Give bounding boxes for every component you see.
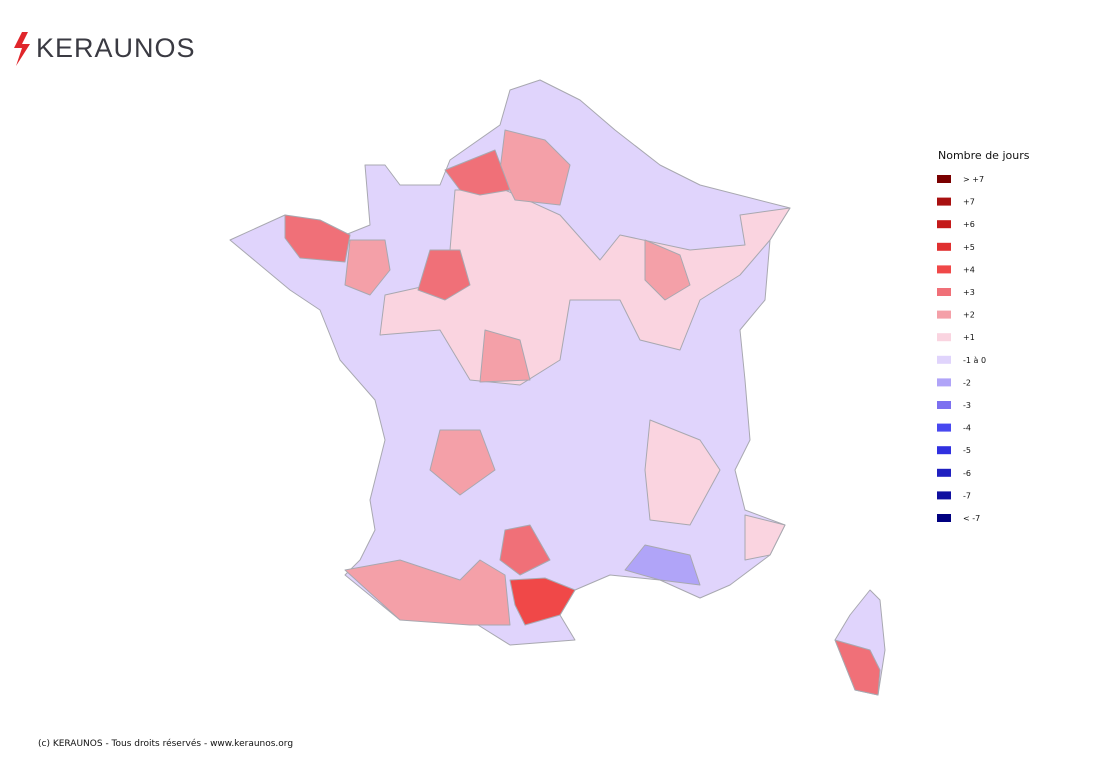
legend-label: +4	[963, 265, 975, 274]
legend-swatch	[937, 401, 951, 409]
legend-swatch	[937, 197, 951, 206]
legend-label: +3	[963, 288, 975, 297]
legend-label: +6	[963, 220, 975, 229]
legend-label: -7	[963, 491, 971, 500]
logo-text: KERAUNOS	[36, 33, 196, 63]
region	[284, 214, 351, 263]
region	[344, 239, 391, 296]
region	[417, 249, 471, 301]
region	[624, 544, 701, 586]
legend-swatch	[937, 355, 951, 364]
logo: KERAUNOS	[14, 32, 196, 66]
legend-label: < -7	[963, 514, 980, 523]
region	[344, 559, 511, 626]
legend-label: -6	[963, 469, 971, 478]
legend-label: -3	[963, 401, 971, 410]
region	[744, 514, 786, 561]
legend: Nombre de jours > +7 +7 +6 +5 +4 +3 +2 +1 -1 à 0…	[937, 149, 1030, 523]
region	[644, 239, 691, 301]
legend-swatch	[937, 333, 951, 342]
region	[834, 639, 881, 696]
legend-label: +2	[963, 311, 975, 320]
legend-swatch	[937, 423, 951, 432]
region	[444, 149, 511, 196]
legend-label: > +7	[963, 175, 984, 184]
region	[644, 419, 721, 526]
legend-label: -5	[963, 446, 971, 455]
legend-swatch	[937, 514, 951, 522]
copyright: (c) KERAUNOS - Tous droits réservés - ww…	[38, 738, 293, 749]
legend-label: +7	[963, 198, 975, 207]
legend-swatch	[937, 175, 951, 183]
legend-swatch	[937, 468, 951, 477]
legend-label: +1	[963, 333, 975, 342]
legend-label: +5	[963, 243, 975, 252]
region	[479, 329, 531, 383]
legend-swatch	[937, 446, 951, 455]
region	[429, 429, 496, 496]
logo-bolt	[14, 32, 30, 66]
legend-label: -2	[963, 378, 971, 387]
legend-swatch	[937, 288, 951, 296]
legend-swatch	[937, 220, 951, 229]
legend-label: -4	[963, 424, 971, 433]
region	[509, 577, 576, 626]
legend-label: -1 à 0	[963, 356, 986, 365]
legend-swatch	[937, 378, 951, 387]
region	[379, 189, 791, 386]
legend-swatch	[937, 265, 951, 274]
legend-swatch	[937, 310, 951, 319]
region	[499, 524, 551, 576]
map	[229, 79, 886, 696]
legend-title: Nombre de jours	[938, 149, 1030, 162]
legend-swatch	[937, 491, 951, 500]
legend-swatch	[937, 242, 951, 251]
